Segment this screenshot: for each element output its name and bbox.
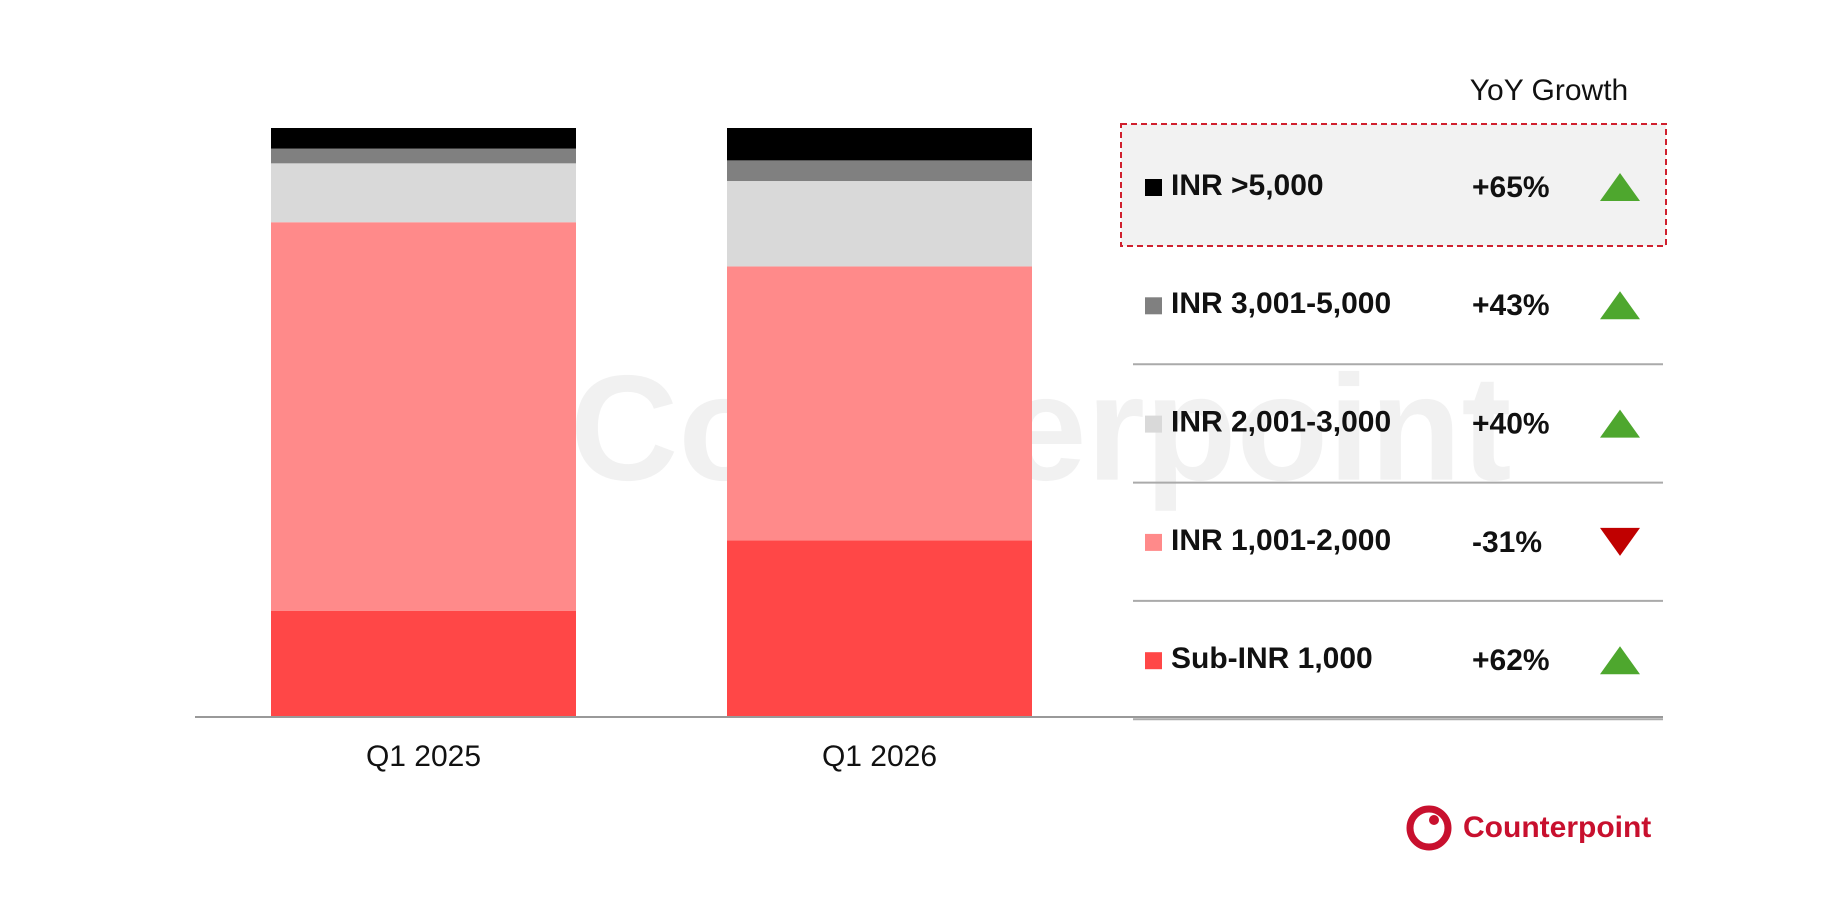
- bar-segment: [271, 610, 576, 717]
- growth-label: +43%: [1472, 289, 1550, 322]
- legend-label: Sub-INR 1,000: [1171, 642, 1373, 675]
- legend-title: YoY Growth: [1470, 74, 1628, 107]
- legend-label: INR 2,001-3,000: [1171, 406, 1391, 439]
- legend-label: INR 3,001-5,000: [1171, 287, 1391, 320]
- growth-label: +62%: [1472, 644, 1550, 677]
- growth-label: +65%: [1472, 171, 1550, 204]
- legend-label: INR >5,000: [1171, 169, 1324, 202]
- bar-segment: [727, 160, 1032, 182]
- bar-segment: [271, 222, 576, 611]
- watermark: Counterpoint: [272, 332, 1511, 544]
- growth-arrow: [1600, 646, 1640, 675]
- bar-segment: [727, 128, 1032, 161]
- legend-swatch: [1145, 297, 1162, 315]
- bar-segment: [727, 540, 1032, 717]
- bar-segment: [727, 181, 1032, 267]
- logo: Counterpoint: [1406, 805, 1651, 851]
- brand-name: Counterpoint: [1463, 811, 1651, 844]
- x-tick-label: Q1 2026: [822, 740, 937, 773]
- legend-label: INR 1,001-2,000: [1171, 524, 1391, 557]
- bar-segment: [271, 128, 576, 149]
- legend-highlight: [1120, 123, 1667, 247]
- legend-swatch: [1145, 179, 1162, 196]
- growth-arrow: [1600, 291, 1640, 320]
- growth-arrow: [1600, 409, 1640, 438]
- growth-label: -31%: [1472, 526, 1542, 559]
- watermark-text: Counterpoint: [570, 344, 1511, 512]
- legend-swatch: [1145, 652, 1162, 670]
- growth-arrow: [1600, 173, 1640, 201]
- legend-swatch: [1145, 533, 1162, 551]
- growth-label: +40%: [1472, 408, 1550, 441]
- bar-segment: [271, 148, 576, 164]
- legend-swatch: [1145, 415, 1162, 433]
- bar-segment: [727, 266, 1032, 541]
- bar-segment: [271, 163, 576, 223]
- x-tick-label: Q1 2025: [366, 740, 481, 773]
- growth-arrow: [1600, 527, 1640, 556]
